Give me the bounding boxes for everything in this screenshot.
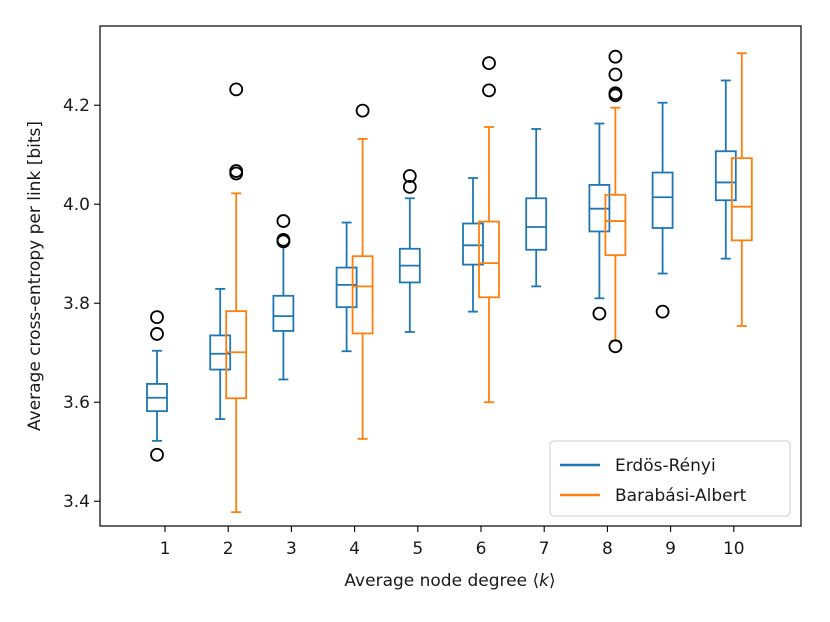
box-erdos-renyi-k1: [146, 310, 168, 462]
box-erdos-renyi-k9: [651, 101, 674, 319]
box-erdos-renyi-k8: [588, 122, 611, 321]
box-iqr: [225, 310, 248, 400]
x-tick-label: 3: [286, 539, 297, 559]
outlier-point: [655, 304, 670, 319]
x-tick-label: 5: [412, 539, 423, 559]
outlier-point: [482, 56, 496, 71]
y-tick-label: 4.0: [63, 195, 90, 215]
box-erdos-renyi-k5: [398, 169, 421, 333]
box-iqr: [730, 157, 753, 242]
plot-frame: [99, 25, 802, 527]
x-tick-label: 8: [602, 539, 613, 559]
outlier-point: [608, 88, 623, 103]
outlier-point: [402, 169, 417, 183]
box-iqr: [604, 193, 627, 257]
y-tick-label: 3.8: [63, 294, 90, 314]
box-iqr: [351, 255, 374, 335]
y-axis-ticks: 3.4 3.6 3.8 4.0 4.2: [63, 96, 100, 512]
outlier-point: [592, 306, 607, 321]
legend-label-barabasi-albert: Barabási-Albert: [615, 486, 747, 506]
box-erdos-renyi-k10: [714, 79, 737, 260]
y-axis-label: Average cross-entropy per link [bits]: [25, 121, 45, 431]
outlier-point: [608, 67, 623, 82]
box-erdos-renyi-k2: [209, 287, 232, 420]
outlier-point: [402, 179, 417, 194]
box-plots: [146, 49, 753, 514]
box-barabasi-albert-k8: [604, 49, 627, 354]
x-tick-label: 6: [476, 539, 487, 559]
outlier-point: [276, 234, 291, 249]
box-erdos-renyi-k7: [525, 128, 548, 288]
x-axis-ticks: 1 2 3 4 5 6 7 8 9 10: [160, 526, 745, 559]
x-axis-label: Average node degree ⟨k⟩: [344, 571, 555, 591]
box-erdos-renyi-k4: [335, 221, 358, 353]
x-tick-label: 7: [539, 539, 550, 559]
box-iqr: [462, 222, 484, 266]
x-tick-label: 10: [723, 539, 745, 559]
x-tick-label: 2: [223, 539, 234, 559]
legend: Erdös-Rényi Barabási-Albert: [549, 440, 791, 517]
legend-frame: [549, 440, 791, 517]
outlier-point: [355, 103, 370, 118]
outlier-point: [276, 214, 291, 228]
outlier-point: [150, 310, 164, 324]
y-tick-label: 4.2: [63, 96, 90, 116]
box-barabasi-albert-k6: [478, 56, 500, 404]
legend-label-erdos-renyi: Erdös-Rényi: [615, 456, 716, 476]
box-erdos-renyi-k6: [462, 177, 484, 313]
box-barabasi-albert-k4: [351, 103, 374, 440]
outlier-point: [229, 82, 244, 97]
outlier-point: [608, 339, 623, 354]
box-iqr: [525, 197, 548, 251]
box-iqr: [272, 294, 295, 332]
box-iqr: [714, 150, 737, 202]
y-tick-label: 3.4: [63, 492, 90, 512]
box-barabasi-albert-k2: [225, 82, 248, 514]
box-iqr: [335, 266, 358, 309]
outlier-point: [150, 327, 164, 341]
x-tick-label: 9: [665, 539, 676, 559]
outlier-point: [229, 166, 244, 181]
box-iqr: [478, 220, 500, 299]
x-tick-label: 1: [160, 539, 171, 559]
outlier-point: [482, 83, 496, 98]
box-iqr: [651, 171, 674, 229]
y-tick-label: 3.6: [63, 393, 90, 413]
box-erdos-renyi-k3: [272, 214, 295, 381]
outlier-point: [150, 447, 164, 462]
box-barabasi-albert-k10: [730, 52, 753, 327]
outlier-point: [608, 49, 623, 64]
x-tick-label: 4: [349, 539, 360, 559]
